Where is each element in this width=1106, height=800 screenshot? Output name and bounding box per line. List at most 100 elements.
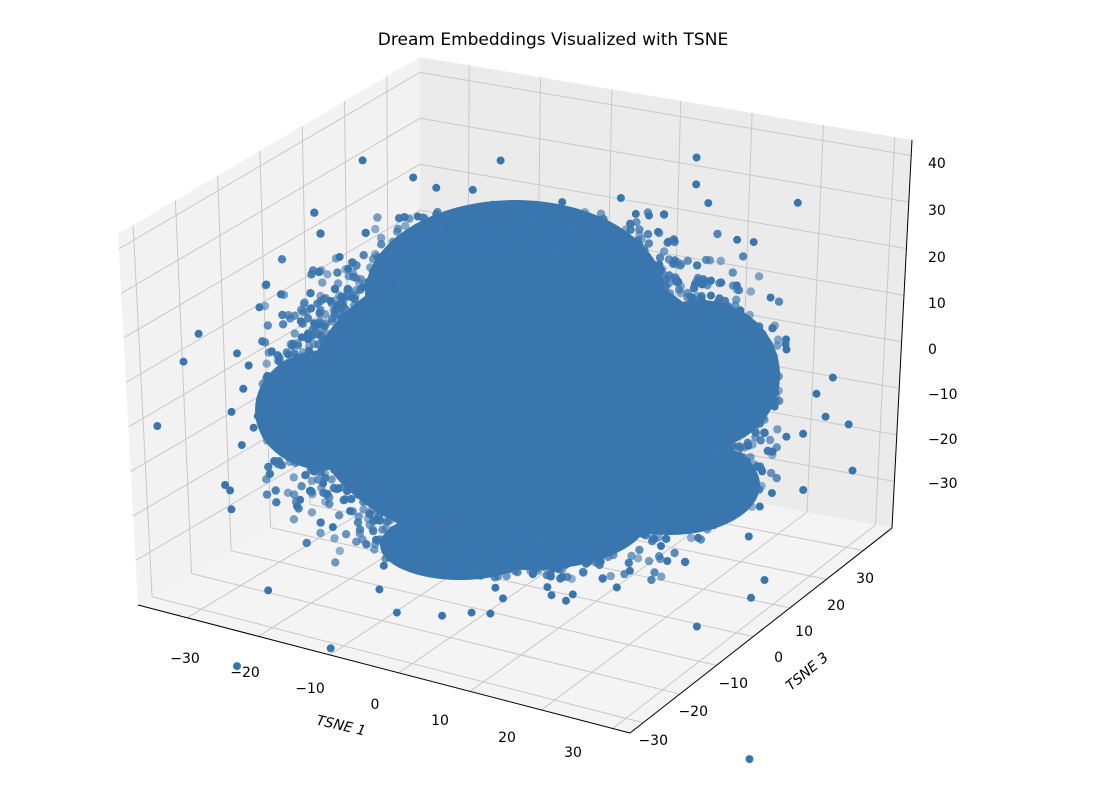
scatter-point: [377, 402, 385, 411]
scatter-point: [509, 347, 518, 356]
scatter-point: [262, 490, 272, 499]
grid-z-left: [125, 209, 421, 383]
scatter-point: [400, 412, 408, 421]
scatter-point: [420, 412, 429, 421]
scatter-point: [512, 405, 521, 414]
scatter-point: [587, 418, 596, 427]
scatter-point: [297, 352, 306, 361]
scatter-point: [307, 378, 316, 387]
scatter-point: [347, 457, 356, 466]
scatter-point: [456, 326, 465, 335]
scatter-point: [472, 529, 481, 538]
scatter-point: [367, 387, 376, 395]
scatter-point: [674, 277, 683, 286]
scatter-point: [481, 249, 491, 259]
x-tick-label: 30: [564, 745, 582, 761]
scatter-point: [567, 515, 576, 525]
scatter-point: [676, 503, 685, 512]
scatter-point: [575, 547, 584, 556]
scatter-point: [686, 315, 695, 324]
scatter-point: [506, 210, 515, 220]
y-tick-labels: −30 −20 −10 0 10 20 30: [638, 571, 874, 749]
scatter-point: [821, 412, 830, 421]
scatter-point: [468, 185, 477, 194]
scatter-point: [524, 306, 533, 315]
scatter-point: [764, 401, 773, 410]
scatter-point: [610, 504, 619, 513]
scatter-point: [516, 299, 525, 307]
scatter-point: [416, 525, 426, 535]
scatter-point: [290, 349, 299, 358]
scatter-point: [659, 424, 668, 433]
scatter-point: [320, 394, 330, 403]
scatter-point: [556, 409, 565, 418]
scatter-point: [848, 466, 857, 475]
scatter-point: [512, 536, 522, 545]
scatter-point: [735, 430, 745, 439]
scatter-point: [624, 558, 633, 568]
scatter-point: [362, 540, 371, 549]
scatter-point: [606, 442, 615, 451]
scatter-point: [568, 224, 577, 233]
scatter-point: [336, 304, 345, 313]
scatter-point: [510, 340, 519, 349]
z-tick-label: 40: [928, 156, 946, 172]
scatter-point: [468, 554, 477, 564]
scatter-point: [655, 552, 664, 561]
scatter-point: [706, 291, 715, 300]
scatter-point: [331, 558, 340, 567]
scatter-point: [522, 217, 531, 226]
z-tick-label: 0: [928, 342, 937, 358]
scatter-point: [749, 373, 758, 382]
scatter-point: [546, 211, 555, 221]
z-tick-label: −10: [928, 387, 958, 403]
scatter-point: [704, 428, 713, 438]
scatter-point: [352, 391, 361, 399]
scatter-point: [442, 439, 451, 448]
scatter-point: [586, 505, 595, 514]
scatter-point: [730, 382, 739, 391]
scatter-point: [397, 538, 406, 547]
scatter-point: [553, 380, 562, 389]
scatter-point: [606, 571, 615, 581]
scatter-point: [239, 384, 248, 393]
scatter-point: [487, 480, 496, 489]
scatter-point: [409, 281, 418, 290]
scatter-point: [528, 570, 537, 579]
scatter-point: [470, 346, 479, 355]
scatter-point: [752, 339, 762, 348]
scatter-point: [339, 295, 349, 304]
scatter-point: [532, 213, 541, 222]
scatter-point: [451, 428, 460, 437]
scatter-point: [504, 471, 513, 480]
scatter-point: [290, 329, 299, 338]
scatter-point: [709, 521, 718, 530]
scatter-point: [351, 261, 361, 271]
scatter-point: [621, 514, 630, 524]
y-tick-label: 10: [795, 624, 813, 640]
x-axis-line: [137, 604, 631, 734]
scatter-point: [421, 423, 429, 432]
scatter-point: [441, 537, 450, 546]
scatter-point: [481, 293, 490, 302]
scatter-point: [659, 210, 669, 219]
scatter-point: [381, 421, 390, 430]
scatter-point: [707, 276, 715, 285]
scatter-point: [412, 229, 421, 238]
scatter-point: [428, 373, 437, 382]
scatter-point: [733, 452, 743, 461]
scatter-point: [331, 419, 339, 428]
scatter-point: [757, 409, 766, 418]
scatter-point: [313, 320, 322, 329]
scatter-point: [716, 430, 725, 439]
scatter-point: [586, 546, 595, 555]
scatter-point: [498, 536, 507, 545]
grid-z-left: [120, 117, 421, 294]
scatter-point: [738, 329, 747, 338]
scatter-point: [772, 443, 781, 452]
scatter-point: [426, 236, 435, 245]
scatter-point: [349, 310, 358, 319]
scatter-point: [598, 502, 607, 511]
scatter-point: [444, 472, 453, 481]
scatter-point: [589, 539, 598, 548]
